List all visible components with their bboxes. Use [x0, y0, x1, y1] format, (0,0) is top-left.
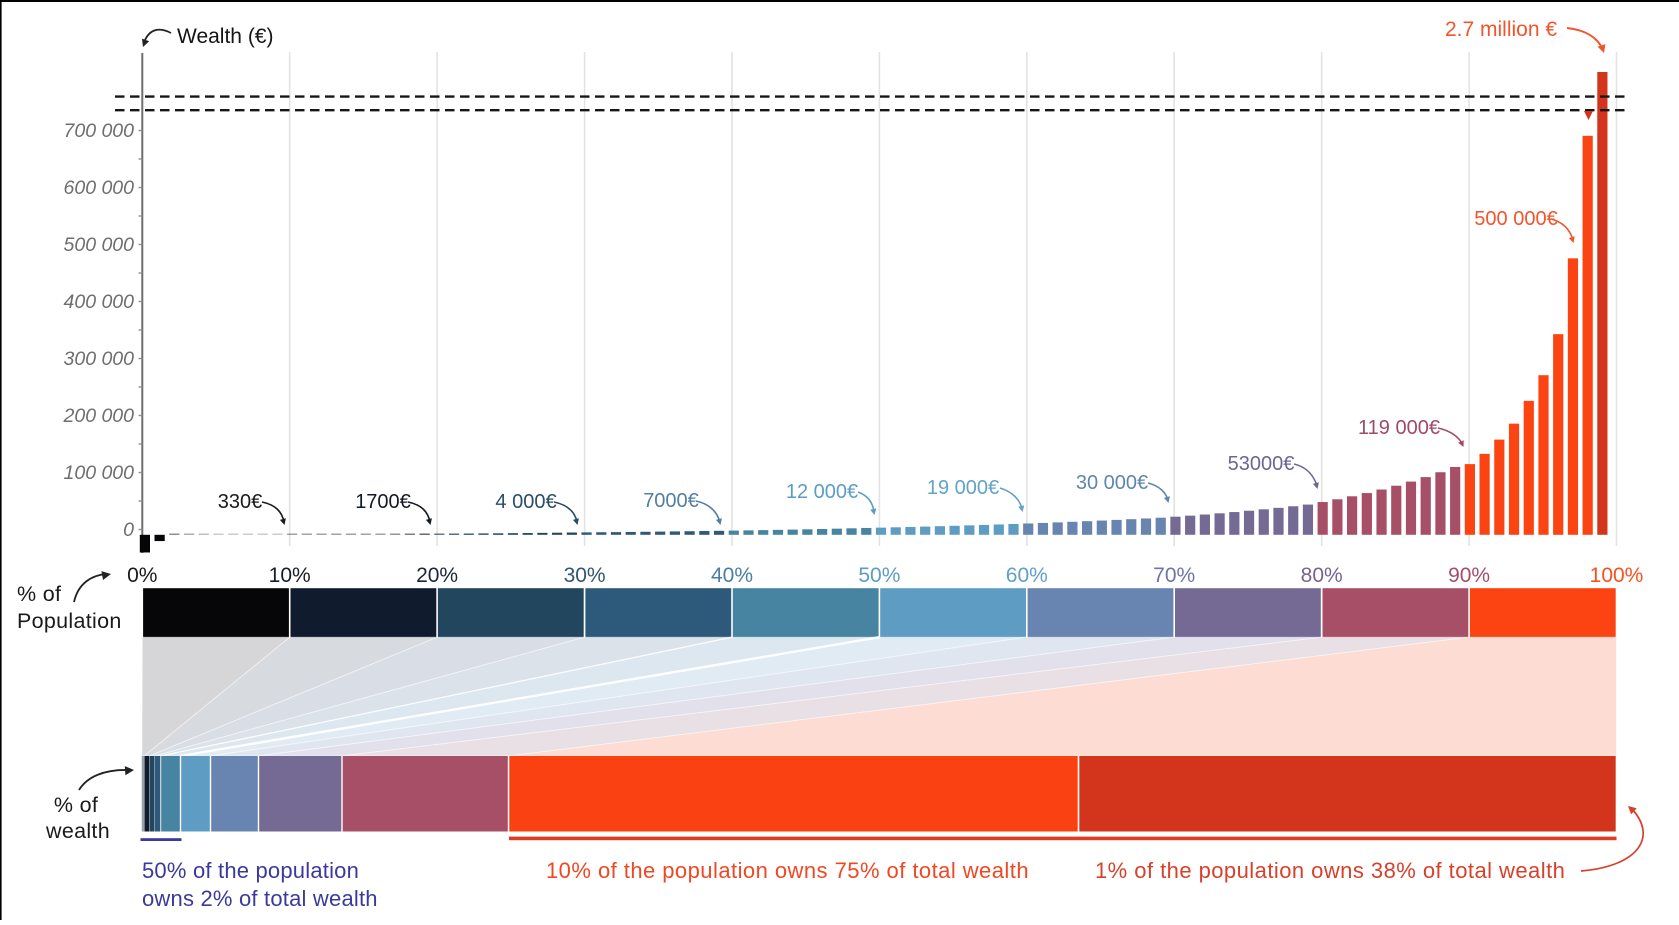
svg-text:60%: 60%: [1006, 564, 1048, 587]
svg-text:30 000€: 30 000€: [1076, 472, 1148, 494]
svg-text:1% of the population owns 38%: 1% of the population owns 38% of total w…: [1095, 858, 1565, 883]
svg-text:500 000: 500 000: [64, 234, 135, 256]
svg-text:50% of the population: 50% of the population: [142, 858, 359, 883]
svg-text:600 000: 600 000: [64, 177, 135, 199]
svg-text:% of: % of: [54, 793, 98, 817]
svg-text:wealth: wealth: [45, 819, 110, 843]
svg-text:330€: 330€: [218, 491, 263, 513]
svg-text:200 000: 200 000: [63, 405, 135, 427]
svg-text:70%: 70%: [1153, 564, 1195, 587]
svg-text:53000€: 53000€: [1228, 453, 1295, 475]
svg-text:4 000€: 4 000€: [495, 491, 556, 513]
svg-text:Wealth (€): Wealth (€): [177, 25, 273, 48]
svg-text:700 000: 700 000: [64, 120, 135, 142]
svg-text:% of: % of: [17, 582, 61, 606]
svg-text:30%: 30%: [564, 564, 606, 587]
svg-text:50%: 50%: [858, 564, 900, 587]
svg-text:80%: 80%: [1301, 564, 1343, 587]
svg-text:400 000: 400 000: [64, 291, 135, 313]
svg-text:owns 2% of total wealth: owns 2% of total wealth: [142, 886, 378, 911]
svg-text:10% of the population owns 75%: 10% of the population owns 75% of total …: [546, 858, 1029, 883]
svg-text:10%: 10%: [269, 564, 311, 587]
svg-text:12 000€: 12 000€: [786, 481, 858, 503]
svg-text:19 000€: 19 000€: [927, 477, 999, 499]
svg-text:40%: 40%: [711, 564, 753, 587]
svg-text:0%: 0%: [127, 564, 157, 587]
svg-text:7000€: 7000€: [643, 490, 699, 512]
svg-text:500 000€: 500 000€: [1474, 208, 1557, 230]
svg-text:0: 0: [123, 519, 134, 541]
svg-text:119 000€: 119 000€: [1358, 417, 1440, 439]
svg-text:Population: Population: [17, 609, 122, 633]
svg-text:100%: 100%: [1590, 564, 1644, 587]
svg-text:100 000: 100 000: [64, 462, 135, 484]
svg-text:90%: 90%: [1448, 564, 1490, 587]
svg-text:2.7 million €: 2.7 million €: [1445, 18, 1557, 41]
svg-text:20%: 20%: [416, 564, 458, 587]
svg-text:1700€: 1700€: [355, 491, 411, 513]
svg-text:300 000: 300 000: [64, 348, 135, 370]
